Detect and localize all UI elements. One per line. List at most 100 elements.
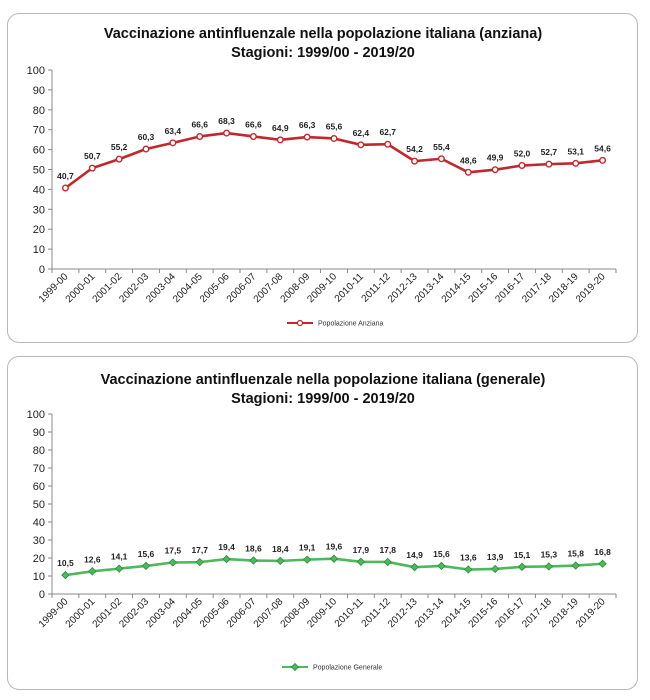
data-point (518, 162, 526, 170)
data-label: 40,7 (57, 171, 74, 181)
data-point (410, 563, 419, 572)
data-point (114, 564, 124, 573)
data-label: 68,3 (218, 116, 235, 126)
data-point (544, 562, 554, 571)
data-label: 15,6 (138, 549, 155, 559)
data-label: 65,6 (326, 121, 343, 131)
legend-marker (296, 319, 304, 327)
y-tick-label: 50 (33, 499, 45, 511)
data-point (168, 558, 178, 567)
x-tick-label: 2009-10 (305, 596, 339, 630)
data-point (491, 166, 499, 174)
data-point (437, 561, 446, 571)
data-point (598, 559, 607, 568)
chart-title: Vaccinazione antinfluenzale nella popola… (104, 26, 542, 42)
y-tick-label: 80 (33, 105, 45, 117)
data-point (249, 556, 258, 565)
data-point (61, 570, 70, 580)
y-tick-label: 70 (33, 125, 45, 137)
data-label: 13,6 (460, 553, 477, 563)
y-tick-label: 60 (33, 481, 45, 493)
series-marks: 40,7 50,7 55,2 60,3 63,4 66,6 68,3 66,6 64,9 66,3… (57, 116, 611, 192)
data-point (276, 556, 285, 566)
data-point (356, 557, 366, 566)
legend-label: Popolazione Anziana (318, 321, 383, 328)
y-tick-label: 80 (33, 445, 45, 457)
data-point (223, 129, 231, 137)
data-label: 15,6 (433, 549, 450, 559)
axes: 01020304050607080901001999-002000-012001… (27, 409, 617, 630)
data-label: 49,9 (487, 153, 504, 163)
data-label: 12,6 (84, 554, 101, 564)
data-label: 50,7 (84, 151, 101, 161)
y-tick-label: 100 (27, 409, 45, 421)
data-point (545, 160, 553, 168)
data-label: 16,8 (594, 547, 611, 557)
data-point (383, 557, 392, 567)
data-point (196, 132, 204, 140)
axes: 01020304050607080901001999-002000-012001… (27, 65, 617, 305)
y-tick-label: 20 (33, 224, 45, 236)
data-point (303, 133, 311, 141)
data-label: 14,1 (111, 552, 128, 562)
data-point (249, 132, 257, 140)
data-label: 60,3 (138, 132, 155, 142)
data-point (437, 155, 445, 163)
data-point (169, 139, 177, 147)
data-point (517, 562, 527, 571)
data-point (357, 141, 365, 149)
data-point (572, 159, 580, 167)
y-tick-label: 30 (33, 204, 45, 216)
y-tick-label: 0 (39, 589, 45, 601)
data-label: 18,6 (245, 544, 262, 554)
data-point (411, 157, 419, 165)
legend: Popolazione Generale (282, 662, 382, 672)
data-label: 17,7 (191, 545, 208, 555)
data-point (88, 164, 96, 172)
y-tick-label: 10 (33, 244, 45, 256)
data-point (115, 155, 123, 163)
data-point (141, 561, 151, 571)
data-label: 17,9 (353, 545, 370, 555)
data-label: 62,7 (379, 127, 396, 137)
data-label: 18,4 (272, 544, 289, 554)
data-label: 17,5 (165, 546, 182, 556)
data-point (329, 554, 339, 563)
x-tick-label: 2009-10 (305, 271, 339, 305)
y-tick-label: 90 (33, 427, 45, 439)
data-point (490, 564, 500, 574)
y-tick-label: 60 (33, 145, 45, 157)
data-point (464, 168, 472, 176)
chart-subtitle: Stagioni: 1999/00 - 2019/20 (231, 391, 415, 407)
data-point (276, 136, 284, 144)
data-label: 13,9 (487, 552, 504, 562)
data-point (599, 156, 607, 164)
data-label: 14,9 (406, 550, 423, 560)
data-point (330, 134, 338, 142)
data-label: 54,2 (406, 144, 423, 154)
data-point (142, 145, 150, 153)
data-point (222, 554, 231, 564)
data-label: 15,3 (541, 549, 558, 559)
data-point (302, 555, 312, 564)
chart-panel-anziana: Vaccinazione antinfluenzale nella popola… (7, 13, 638, 343)
y-tick-label: 70 (33, 463, 45, 475)
data-label: 66,3 (299, 120, 316, 130)
chart-panel-generale: Vaccinazione antinfluenzale nella popola… (7, 356, 638, 690)
legend-label: Popolazione Generale (313, 665, 382, 672)
data-label: 19,1 (299, 543, 316, 553)
y-tick-label: 0 (39, 264, 45, 276)
chart-title: Vaccinazione antinfluenzale nella popola… (101, 372, 546, 388)
data-label: 62,4 (353, 128, 370, 138)
x-tick-label: 2019-20 (574, 596, 608, 630)
chart-generale: Vaccinazione antinfluenzale nella popola… (27, 372, 617, 672)
legend: Popolazione Anziana (287, 319, 383, 328)
data-label: 52,0 (514, 149, 531, 159)
y-tick-label: 100 (27, 65, 45, 77)
data-label: 53,1 (567, 146, 584, 156)
data-point (61, 184, 69, 192)
y-tick-label: 30 (33, 535, 45, 547)
data-point (571, 561, 580, 570)
data-label: 15,8 (567, 549, 584, 559)
y-tick-label: 20 (33, 553, 45, 565)
